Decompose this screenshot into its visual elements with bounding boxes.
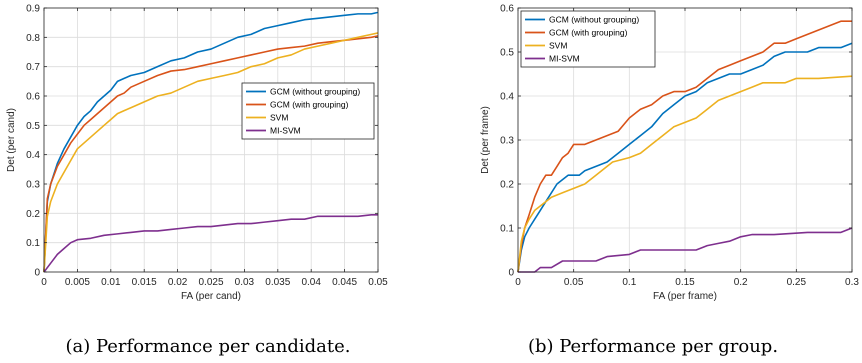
y-tick-label: 0	[508, 268, 514, 279]
y-tick-label: 0.5	[500, 48, 514, 59]
series-line-1	[43, 35, 379, 273]
x-tick-label: 0.05	[564, 277, 584, 288]
series-line-3	[518, 227, 853, 273]
x-tick-label: 0.01	[101, 277, 121, 288]
series-line-0	[43, 11, 379, 273]
y-tick-label: 0.4	[500, 92, 514, 103]
y-tick-label: 0.6	[26, 92, 40, 103]
y-tick-label: 0.8	[26, 33, 40, 44]
x-tick-label: 0	[41, 277, 47, 288]
x-tick-label: 0.045	[332, 277, 357, 288]
y-axis-label: Det (per cand)	[6, 108, 17, 172]
y-tick-label: 0.2	[26, 209, 40, 220]
legend-label-1: GCM (with grouping)	[270, 100, 349, 110]
y-tick-label: 0.3	[500, 136, 514, 147]
x-tick-label: 0.025	[198, 277, 223, 288]
y-tick-label: 0.9	[26, 4, 40, 15]
y-tick-label: 0.4	[26, 150, 40, 161]
legend-label-2: SVM	[270, 113, 288, 123]
series-line-0	[517, 42, 853, 273]
x-tick-label: 0	[515, 277, 521, 288]
legend-label-0: GCM (without grouping)	[549, 15, 639, 25]
x-axis-label: FA (per frame)	[653, 291, 717, 302]
legend-label-3: MI-SVM	[549, 54, 580, 64]
y-tick-label: 0	[34, 268, 40, 279]
y-axis-label: Det (per frame)	[480, 106, 491, 174]
x-tick-label: 0.04	[301, 277, 321, 288]
series-line-1	[517, 20, 852, 273]
x-tick-label: 0.005	[65, 277, 90, 288]
caption-b: (b) Performance per group.	[528, 336, 778, 357]
caption-a: (a) Performance per candidate.	[65, 336, 350, 357]
y-tick-label: 0.3	[26, 180, 40, 191]
y-tick-label: 0.5	[26, 121, 40, 132]
legend-label-3: MI-SVM	[270, 126, 301, 136]
x-tick-label: 0.03	[235, 277, 255, 288]
chart-performance-per-candidate: 0 0.005 0.01 0.015 0.02 0.025 0.03 0.035 0.04 0.0…	[6, 4, 388, 303]
series-line-2	[43, 32, 379, 273]
chart-performance-per-group: 0 0.05 0.1 0.15 0.2 0.25 0.3 0 0.1 0.2 0.3 0.4 0.5 0.…	[480, 4, 859, 303]
x-tick-label: 0.015	[132, 277, 157, 288]
x-tick-label: 0.035	[265, 277, 290, 288]
legend-label-0: GCM (without grouping)	[270, 87, 360, 97]
y-tick-label: 0.1	[26, 238, 40, 249]
y-tick-label: 0.1	[500, 224, 514, 235]
x-tick-label: 0.02	[168, 277, 188, 288]
y-tick-label: 0.7	[26, 62, 40, 73]
legend-label-2: SVM	[549, 41, 567, 51]
x-tick-label: 0.05	[368, 277, 388, 288]
y-tick-label: 0.2	[500, 180, 514, 191]
series-line-2	[517, 75, 853, 273]
x-tick-label: 0.25	[787, 277, 807, 288]
x-tick-label: 0.15	[675, 277, 695, 288]
x-tick-label: 0.2	[734, 277, 748, 288]
x-axis-label: FA (per cand)	[181, 291, 241, 302]
x-tick-label: 0.3	[845, 277, 859, 288]
x-tick-label: 0.1	[622, 277, 636, 288]
series-line-3	[43, 214, 378, 273]
legend-label-1: GCM (with grouping)	[549, 28, 628, 38]
y-tick-label: 0.6	[500, 4, 514, 15]
